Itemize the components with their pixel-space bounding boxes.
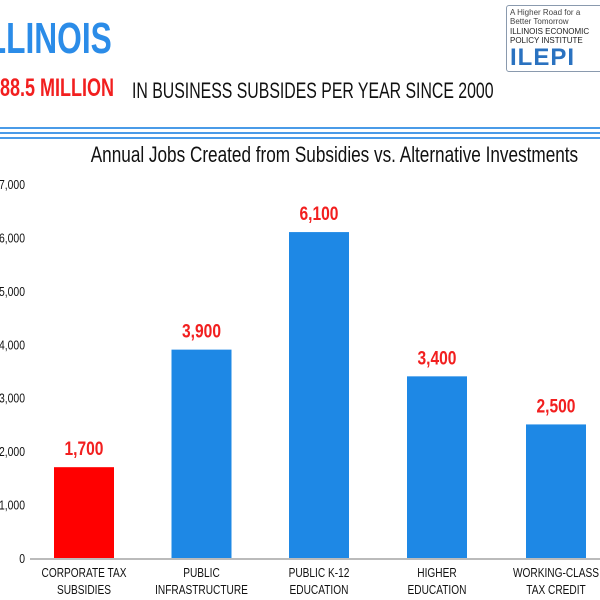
x-tick-label: SUBSIDIES [57, 583, 111, 597]
bar-4 [526, 424, 586, 558]
x-tick-label: TAX CREDIT [526, 583, 585, 597]
x-tick-label: EDUCATION [290, 583, 349, 597]
chart-title: Annual Jobs Created from Subsidies vs. A… [90, 142, 579, 167]
x-tick-label: HIGHER [417, 566, 456, 580]
logo-org: ILLINOIS ECONOMIC POLICY INSTITUTE [510, 27, 590, 45]
y-tick-label: 4,000 [0, 338, 25, 352]
state-title: ILLINOIS [0, 14, 112, 63]
bar-3 [407, 376, 467, 558]
y-tick-label: 1,000 [0, 499, 25, 513]
x-tick-label: CORPORATE TAX [42, 566, 127, 580]
divider-line [0, 137, 600, 139]
data-label: 2,500 [537, 395, 576, 417]
data-label: 3,400 [418, 347, 457, 369]
divider-line [0, 132, 600, 134]
data-label: 6,100 [300, 203, 339, 225]
logo-abbr: ILEPI [510, 44, 576, 71]
y-tick-label: 7,000 [0, 178, 25, 192]
y-tick-label: 6,000 [0, 231, 25, 245]
x-tick-label: PUBLIC K-12 [289, 566, 350, 580]
ilepi-logo: A Higher Road for a Better Tomorrow ILLI… [506, 5, 600, 72]
data-label: 1,700 [65, 438, 104, 460]
divider-line [0, 127, 600, 129]
x-tick-label: INFRASTRUCTURE [155, 583, 248, 597]
bar-0 [54, 467, 114, 558]
x-tick-label: WORKING-CLASS [513, 566, 599, 580]
y-tick-label: 3,000 [0, 392, 25, 406]
subtitle: IN BUSINESS SUBSIDES PER YEAR SINCE 2000 [132, 78, 494, 103]
y-tick-label: 0 [19, 552, 25, 566]
y-tick-label: 5,000 [0, 285, 25, 299]
x-tick-label: PUBLIC [183, 566, 220, 580]
logo-tagline: A Higher Road for a Better Tomorrow [510, 8, 581, 26]
subsidy-amount: $88.5 MILLION [0, 74, 115, 102]
bar-2 [289, 232, 349, 559]
bar-1 [171, 349, 232, 558]
x-tick-label: EDUCATION [408, 583, 467, 597]
chart-title-wrap: Annual Jobs Created from Subsidies vs. A… [0, 142, 600, 168]
data-label: 3,900 [182, 320, 221, 342]
y-tick-label: 2,000 [0, 445, 25, 459]
